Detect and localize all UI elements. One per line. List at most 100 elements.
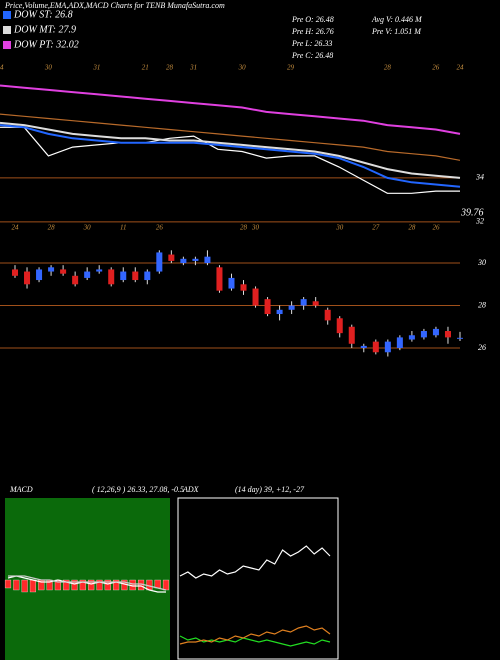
series-line bbox=[0, 121, 461, 179]
candle-body bbox=[456, 337, 464, 339]
legend-label: DOW ST: 26.8 bbox=[13, 9, 73, 20]
page-title: Price,Volume,EMA,ADX,MACD Charts for TEN… bbox=[4, 1, 225, 10]
histogram-bar bbox=[63, 579, 70, 591]
y-tick-label: 34 bbox=[475, 173, 484, 182]
y-tick-label: 32 bbox=[475, 217, 484, 226]
candle-body bbox=[336, 318, 343, 334]
candle-body bbox=[84, 271, 91, 278]
x-tick-label: 26 bbox=[432, 224, 440, 232]
x-tick-label: 28 bbox=[48, 224, 56, 232]
candle-body bbox=[408, 335, 415, 340]
x-tick-label: 28 bbox=[408, 224, 416, 232]
histogram-bar bbox=[21, 579, 28, 593]
y-tick-label: 26 bbox=[478, 343, 486, 352]
x-tick-label: 28 bbox=[240, 224, 248, 232]
candle-body bbox=[240, 284, 247, 291]
x-tick-label: 27 bbox=[372, 224, 380, 232]
series-line bbox=[7, 575, 166, 593]
candle-body bbox=[312, 301, 319, 306]
candle-body bbox=[324, 309, 331, 321]
candle-body bbox=[36, 269, 43, 281]
x-tick-label: 30 bbox=[44, 64, 53, 72]
candle-body bbox=[348, 326, 355, 344]
histogram-bar bbox=[113, 579, 120, 591]
candle-body bbox=[216, 267, 223, 291]
candle-body bbox=[96, 269, 103, 272]
series-line bbox=[0, 126, 460, 194]
histogram-bar bbox=[13, 579, 20, 591]
histogram-bar bbox=[96, 579, 103, 591]
histogram-bar bbox=[162, 579, 170, 591]
histogram-bar bbox=[154, 579, 161, 589]
x-tick-label: 24 bbox=[12, 224, 20, 232]
candle-body bbox=[11, 269, 19, 276]
adx-panel bbox=[177, 497, 339, 660]
candle-body bbox=[432, 328, 439, 336]
series-line bbox=[8, 575, 167, 591]
panel-title: MACD bbox=[9, 485, 33, 494]
stat: Pre V: 1.051 M bbox=[371, 27, 422, 36]
legend-label: DOW PT: 32.02 bbox=[13, 39, 79, 50]
candle-body bbox=[48, 267, 55, 272]
x-tick-label: 30 bbox=[251, 224, 260, 232]
series-line bbox=[179, 635, 331, 647]
candle-body bbox=[444, 331, 451, 338]
histogram-bar bbox=[79, 579, 86, 591]
candle-body bbox=[372, 341, 379, 353]
x-tick-label: 28 bbox=[166, 64, 174, 72]
stat: Pre L: 26.33 bbox=[291, 39, 332, 48]
candle-body bbox=[156, 252, 163, 272]
candle-body bbox=[132, 271, 139, 281]
panel-subtitle: ( 12,26,9 ) 26.33, 27.08, -0.5 bbox=[92, 485, 184, 494]
x-tick-label: 26 bbox=[156, 224, 164, 232]
candle-body bbox=[144, 271, 151, 281]
candle-body bbox=[72, 275, 79, 285]
x-tick-label: 29 bbox=[287, 64, 295, 72]
histogram-bar bbox=[88, 579, 95, 591]
panel-subtitle: (14 day) 39, +12, -27 bbox=[235, 485, 305, 494]
candle-body bbox=[360, 345, 367, 349]
series-line bbox=[0, 84, 461, 135]
candle-body bbox=[24, 271, 31, 285]
candle-body bbox=[228, 277, 235, 289]
series-line bbox=[179, 625, 331, 645]
price-label: 39.76 bbox=[460, 207, 484, 218]
x-tick-label: 21 bbox=[142, 64, 149, 72]
candle-body bbox=[60, 269, 67, 274]
candle-body bbox=[396, 337, 403, 349]
x-tick-label: 28 bbox=[384, 64, 392, 72]
x-tick-label: 31 bbox=[189, 64, 197, 72]
x-tick-label: 26 bbox=[432, 64, 440, 72]
series-line bbox=[0, 113, 461, 161]
legend-swatch bbox=[3, 11, 11, 19]
candle-body bbox=[300, 299, 307, 306]
y-tick-label: 28 bbox=[478, 300, 486, 309]
legend-swatch bbox=[3, 26, 11, 34]
macd-panel bbox=[5, 498, 170, 660]
candle-body bbox=[252, 288, 259, 306]
legend-swatch bbox=[3, 41, 11, 49]
histogram-bar bbox=[104, 579, 111, 591]
x-tick-label: 30 bbox=[83, 224, 92, 232]
histogram-bar bbox=[29, 579, 37, 593]
candle-body bbox=[288, 305, 295, 310]
y-tick-label: 30 bbox=[477, 258, 486, 267]
series-line bbox=[179, 545, 331, 579]
histogram-bar bbox=[4, 579, 12, 589]
stat: Avg V: 0.446 M bbox=[371, 15, 423, 24]
legend-label: DOW MT: 27.9 bbox=[13, 24, 76, 35]
x-tick-label: 30 bbox=[238, 64, 247, 72]
x-tick-label: 24 bbox=[457, 64, 465, 72]
series-line bbox=[0, 124, 461, 188]
x-tick-label: 24 bbox=[0, 64, 4, 72]
candle-body bbox=[384, 341, 391, 353]
stat: Pre H: 26.76 bbox=[291, 27, 334, 36]
candle-body bbox=[204, 256, 211, 264]
candle-body bbox=[420, 331, 427, 338]
candle-body bbox=[108, 269, 115, 285]
candle-body bbox=[180, 258, 187, 264]
candle-body bbox=[168, 254, 175, 261]
panel-title: ADX bbox=[182, 485, 200, 494]
x-tick-label: 31 bbox=[92, 64, 100, 72]
